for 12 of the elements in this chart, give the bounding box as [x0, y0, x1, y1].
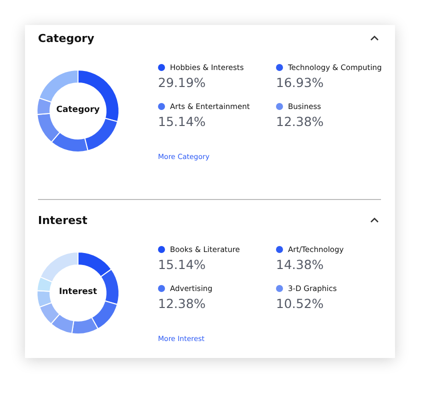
data-label: 10.52% [276, 296, 325, 311]
chart-title: Interest [38, 214, 88, 227]
data-label: 14.38% [276, 257, 325, 272]
chart-title: Category [38, 32, 94, 45]
data-label: 16.93% [276, 75, 325, 90]
text: Category [55, 105, 101, 115]
data-label: 15.14% [158, 114, 207, 129]
data-label: 12.38% [158, 296, 207, 311]
data-label: 15.14% [158, 257, 207, 272]
data-label: 29.19% [158, 75, 207, 90]
data-label: 12.38% [276, 114, 325, 129]
text: Interest [58, 287, 98, 297]
